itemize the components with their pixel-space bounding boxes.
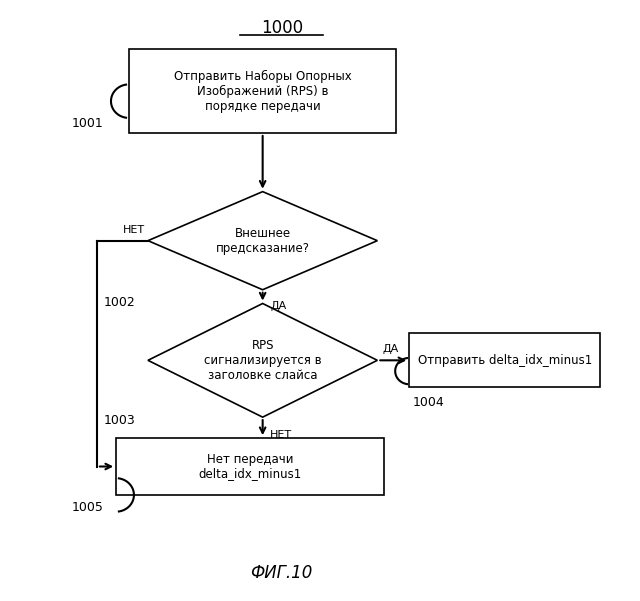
FancyBboxPatch shape <box>116 438 384 495</box>
Text: 1001: 1001 <box>72 117 103 130</box>
FancyBboxPatch shape <box>129 49 396 133</box>
Text: ДА: ДА <box>383 344 399 355</box>
Text: ДА: ДА <box>270 300 287 311</box>
Text: RPS
сигнализируется в
заголовке слайса: RPS сигнализируется в заголовке слайса <box>204 339 321 382</box>
Text: ФИГ.10: ФИГ.10 <box>251 564 313 582</box>
FancyBboxPatch shape <box>409 334 600 387</box>
Text: 1005: 1005 <box>72 501 103 514</box>
Text: Внешнее
предсказание?: Внешнее предсказание? <box>216 227 310 255</box>
Text: Нет передачи
delta_idx_minus1: Нет передачи delta_idx_minus1 <box>198 453 301 481</box>
Polygon shape <box>148 304 378 417</box>
Text: 1004: 1004 <box>412 396 444 409</box>
Text: 1000: 1000 <box>260 19 303 37</box>
Text: 1002: 1002 <box>104 296 135 309</box>
Text: Отправить Наборы Опорных
Изображений (RPS) в
порядке передачи: Отправить Наборы Опорных Изображений (RP… <box>174 70 351 113</box>
Text: НЕТ: НЕТ <box>270 430 292 441</box>
Text: НЕТ: НЕТ <box>123 225 145 235</box>
Text: Отправить delta_idx_minus1: Отправить delta_idx_minus1 <box>418 354 592 367</box>
Polygon shape <box>148 192 378 290</box>
Text: 1003: 1003 <box>104 414 135 427</box>
